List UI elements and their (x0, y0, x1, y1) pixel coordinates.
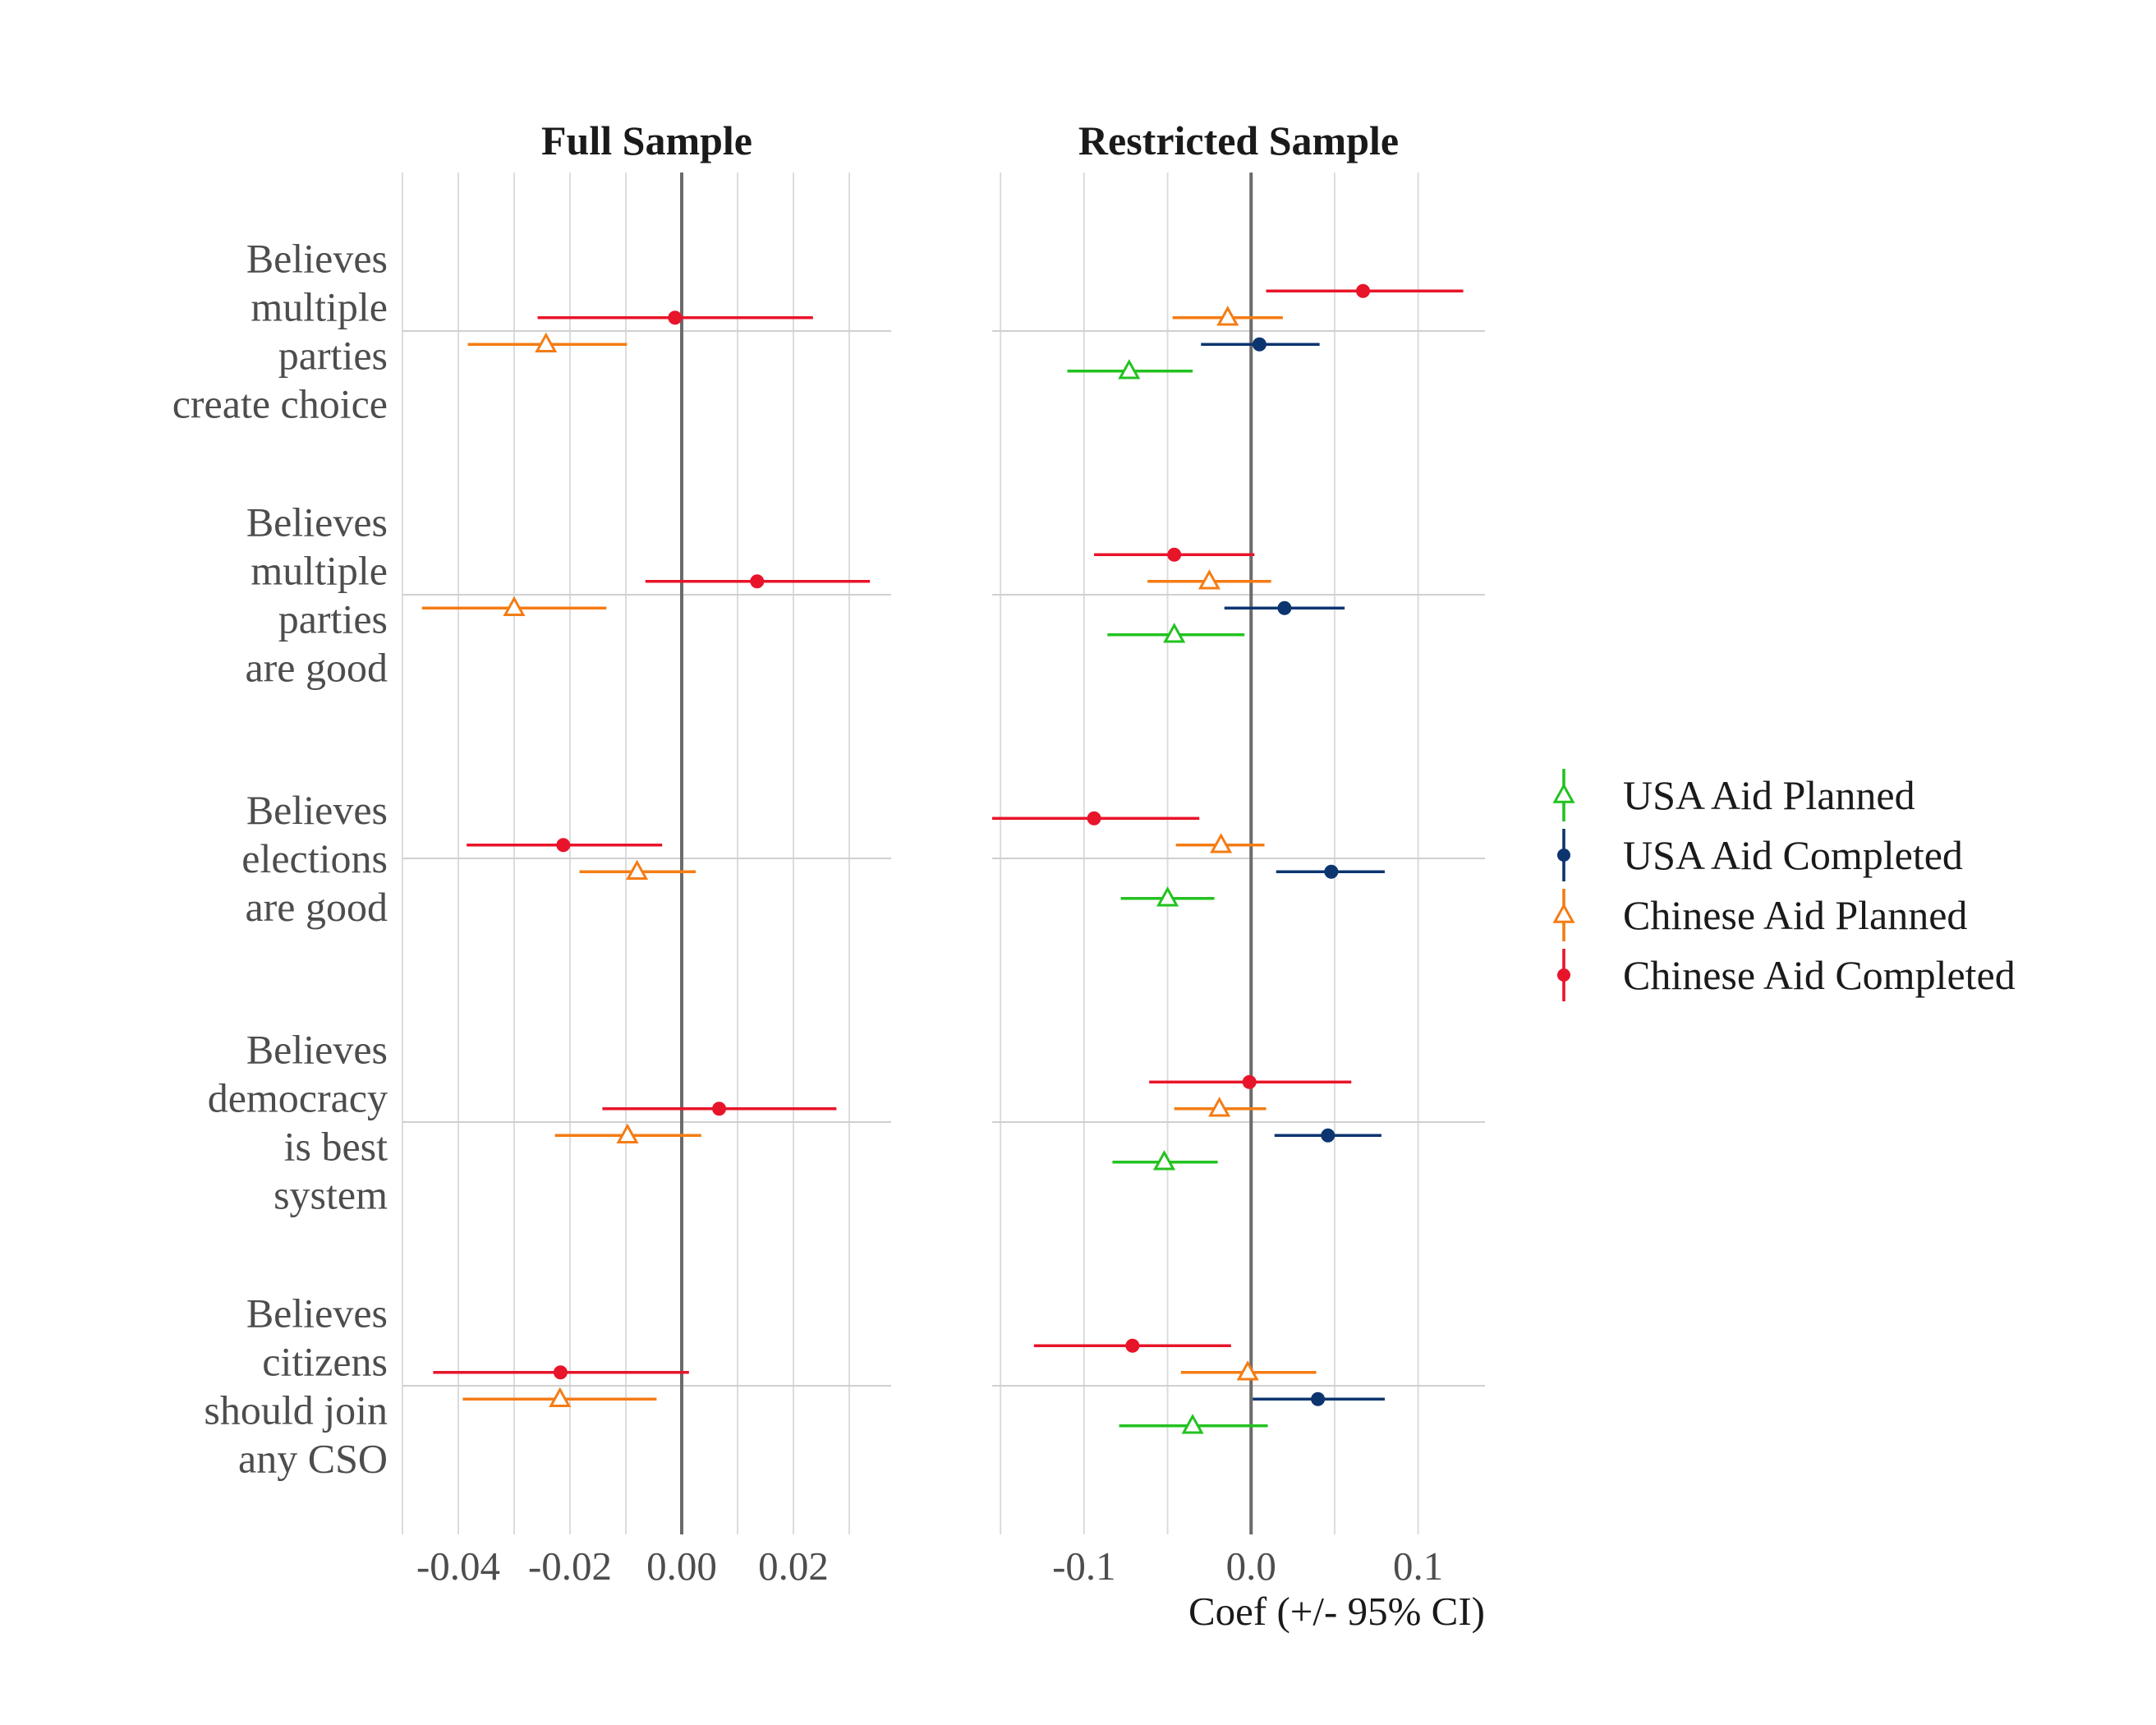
category-label: Believes elections are good (241, 787, 388, 930)
point-usa-aid-planned (1107, 623, 1245, 643)
point-chinese-aid-completed (1149, 1074, 1352, 1089)
point-chinese-aid-completed (992, 811, 1200, 826)
point-usa-aid-planned (1120, 886, 1215, 907)
legend-label: USA Aid Planned (1623, 772, 1915, 818)
legend-label: Chinese Aid Completed (1623, 952, 2016, 998)
triangle-marker (1236, 1360, 1259, 1381)
point-usa-aid-completed (1224, 600, 1345, 615)
point-usa-aid-planned (1067, 359, 1193, 380)
triangle-marker (1181, 1414, 1204, 1434)
triangle-marker (1208, 1097, 1231, 1117)
legend-entry-usa-aid-planned: USA Aid Planned (1552, 769, 1915, 821)
x-axis-title: Coef (+/- 95% CI) (1188, 1589, 1485, 1634)
point-chinese-aid-completed (1094, 547, 1255, 562)
triangle-marker (1118, 359, 1141, 380)
category-label: Believes citizens should join any CSO (204, 1290, 388, 1482)
circle-marker (1324, 864, 1339, 879)
point-chinese-aid-completed (1266, 283, 1464, 298)
x-tick-label: 0.02 (758, 1543, 829, 1589)
point-chinese-aid-completed (1033, 1338, 1231, 1353)
category-labels: Believes multiple parties create choice Beli… (172, 236, 388, 1482)
point-usa-aid-completed (1274, 1128, 1381, 1143)
legend-entry-usa-aid-completed: USA Aid Completed (1557, 829, 1963, 881)
circle-marker (1356, 283, 1371, 298)
triangle-marker (1210, 833, 1233, 853)
point-chinese-aid-planned (1174, 1097, 1266, 1117)
circle-marker (668, 310, 683, 325)
circle-marker (1277, 600, 1292, 615)
legend: USA Aid Planned USA Aid Completed Chinese … (1552, 769, 2016, 1001)
x-tick-label: 0.1 (1393, 1543, 1443, 1589)
panel-restricted-sample: Restricted Sample -0.1 0.0 0.1 (992, 117, 1485, 1589)
circle-marker (556, 838, 571, 853)
point-chinese-aid-completed (467, 838, 663, 853)
triangle-marker (1156, 886, 1179, 907)
triangle-marker (626, 859, 649, 880)
point-usa-aid-completed (1276, 864, 1385, 879)
point-usa-aid-completed (1253, 1392, 1385, 1406)
point-usa-aid-planned (1112, 1150, 1218, 1171)
legend-label: USA Aid Completed (1623, 832, 1963, 878)
point-chinese-aid-planned (467, 332, 627, 352)
legend-triangle-marker (1552, 903, 1575, 923)
circle-marker (553, 1365, 568, 1380)
point-chinese-aid-completed (433, 1365, 689, 1380)
circle-marker (1125, 1338, 1140, 1353)
x-tick-label: -0.02 (528, 1543, 612, 1589)
point-usa-aid-planned (1119, 1414, 1268, 1434)
circle-marker (750, 574, 765, 589)
point-chinese-aid-completed (537, 310, 813, 325)
circle-marker (1167, 547, 1182, 562)
category-label: Believes multiple parties are good (245, 499, 388, 691)
circle-marker (1311, 1392, 1326, 1406)
x-tick-label: 0.00 (646, 1543, 717, 1589)
triangle-marker (1198, 569, 1221, 590)
point-chinese-aid-planned (1180, 1360, 1317, 1381)
circle-marker (1321, 1128, 1335, 1143)
triangle-marker (1216, 306, 1239, 326)
point-chinese-aid-planned (462, 1387, 657, 1407)
point-chinese-aid-planned (1172, 306, 1283, 326)
triangle-marker (535, 332, 558, 352)
triangle-marker (549, 1387, 572, 1407)
triangle-marker (1152, 1150, 1176, 1171)
panel-full-sample: Full Sample -0.04 -0.02 0.00 0.02 (402, 117, 891, 1589)
point-chinese-aid-completed (645, 574, 871, 589)
circle-marker (1242, 1074, 1257, 1089)
point-chinese-aid-planned (579, 859, 696, 880)
point-chinese-aid-planned (554, 1123, 701, 1143)
legend-label: Chinese Aid Planned (1623, 892, 1967, 938)
legend-circle-marker (1557, 849, 1570, 862)
point-chinese-aid-completed (602, 1102, 837, 1116)
circle-marker (1087, 811, 1101, 826)
x-tick-label: 0.0 (1226, 1543, 1276, 1589)
circle-marker (1252, 337, 1266, 352)
panel-title-restricted-sample: Restricted Sample (1078, 117, 1399, 163)
circle-marker (712, 1102, 727, 1116)
legend-entry-chinese-aid-completed: Chinese Aid Completed (1557, 949, 2016, 1001)
x-tick-label: -0.1 (1052, 1543, 1116, 1589)
point-chinese-aid-planned (1175, 833, 1265, 853)
legend-triangle-marker (1552, 783, 1575, 803)
point-chinese-aid-planned (1147, 569, 1271, 590)
category-label: Believes democracy is best system (208, 1027, 388, 1218)
point-usa-aid-completed (1201, 337, 1320, 352)
triangle-marker (503, 596, 526, 616)
triangle-marker (616, 1123, 639, 1143)
legend-entry-chinese-aid-planned: Chinese Aid Planned (1552, 889, 1967, 941)
category-label: Believes multiple parties create choice (172, 236, 388, 427)
panel-title-full-sample: Full Sample (541, 117, 752, 163)
point-chinese-aid-planned (421, 596, 607, 616)
triangle-marker (1163, 623, 1186, 643)
x-tick-label: -0.04 (416, 1543, 500, 1589)
legend-circle-marker (1557, 968, 1570, 982)
